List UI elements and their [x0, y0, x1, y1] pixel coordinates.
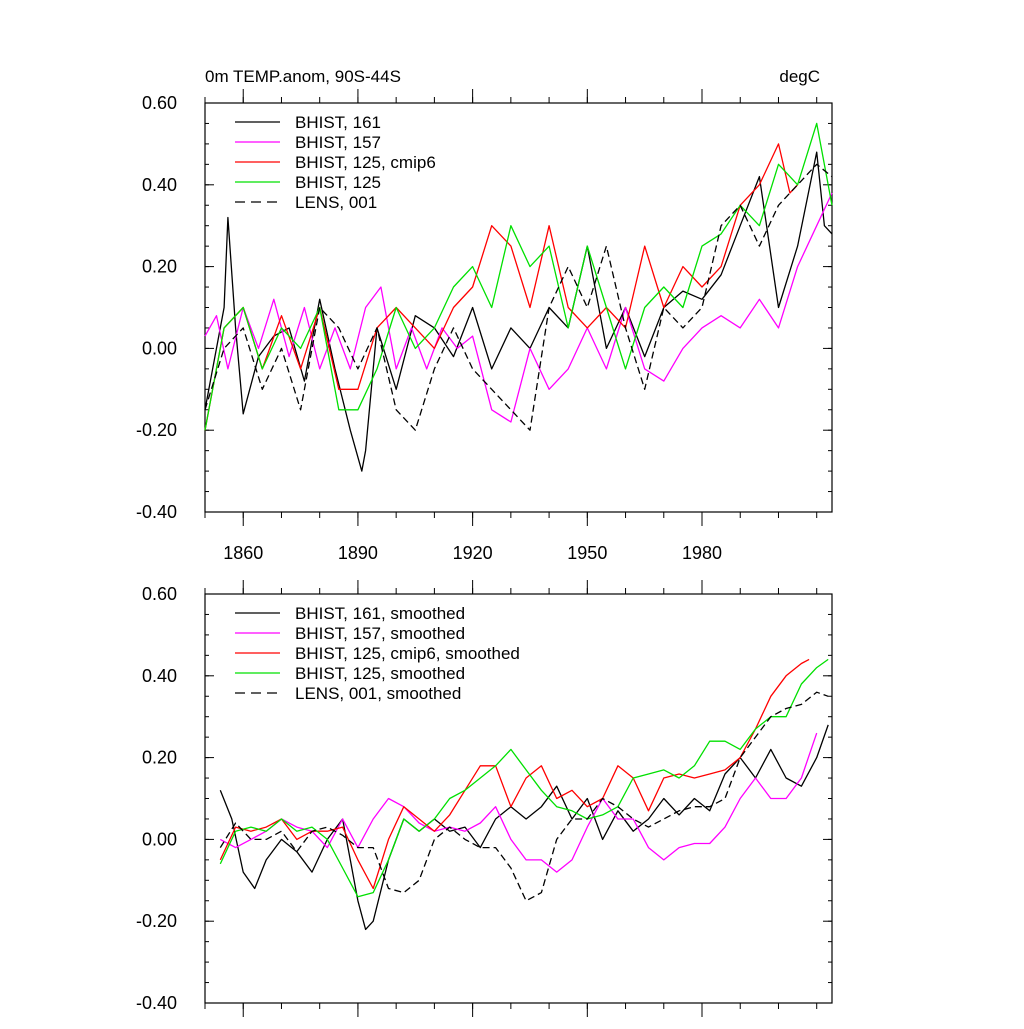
y-tick-label: -0.20	[136, 911, 177, 931]
chart-title-right: degC	[779, 67, 820, 86]
series-line	[204, 143, 799, 431]
series-line	[204, 122, 833, 431]
y-tick-label: 0.60	[142, 584, 177, 604]
legend-label: BHIST, 125, cmip6, smoothed	[295, 644, 520, 663]
legend-label: BHIST, 157	[295, 133, 381, 152]
y-tick-label: -0.40	[136, 993, 177, 1013]
series-line	[204, 163, 833, 431]
legend-label: BHIST, 125, smoothed	[295, 664, 465, 683]
series-line	[204, 151, 833, 472]
y-tick-label: 0.20	[142, 748, 177, 768]
series-line	[219, 732, 818, 873]
y-tick-label: 0.00	[142, 338, 177, 358]
legend-label: BHIST, 125	[295, 173, 381, 192]
y-tick-label: 0.60	[142, 93, 177, 113]
series-line	[219, 691, 829, 902]
chart-title-left: 0m TEMP.anom, 90S-44S	[205, 67, 401, 86]
legend-label: BHIST, 161, smoothed	[295, 604, 465, 623]
legend-label: LENS, 001	[295, 193, 377, 212]
y-tick-label: -0.20	[136, 420, 177, 440]
y-tick-label: 0.20	[142, 257, 177, 277]
series-line	[219, 658, 810, 890]
y-tick-label: 0.40	[142, 175, 177, 195]
legend-label: BHIST, 125, cmip6	[295, 153, 436, 172]
top-panel: -0.40 -0.20 0.00 0.20 0.40 0.60 1860 1890 1920 19…	[136, 89, 833, 563]
x-tick-label: 1860	[223, 543, 263, 563]
y-tick-label: 0.00	[142, 829, 177, 849]
series-line	[204, 192, 833, 423]
bottom-panel: -0.40 -0.20 0.00 0.20 0.40 0.60 BHIST, 161, sm…	[136, 580, 833, 1017]
series-line	[219, 658, 829, 898]
x-tick-label: 1890	[338, 543, 378, 563]
legend-label: BHIST, 161	[295, 113, 381, 132]
x-tick-label: 1950	[567, 543, 607, 563]
legend-label: BHIST, 157, smoothed	[295, 624, 465, 643]
y-tick-label: -0.40	[136, 502, 177, 522]
x-tick-label: 1980	[682, 543, 722, 563]
y-tick-label: 0.40	[142, 666, 177, 686]
x-tick-label: 1920	[453, 543, 493, 563]
series-line	[219, 724, 829, 931]
legend-label: LENS, 001, smoothed	[295, 684, 461, 703]
